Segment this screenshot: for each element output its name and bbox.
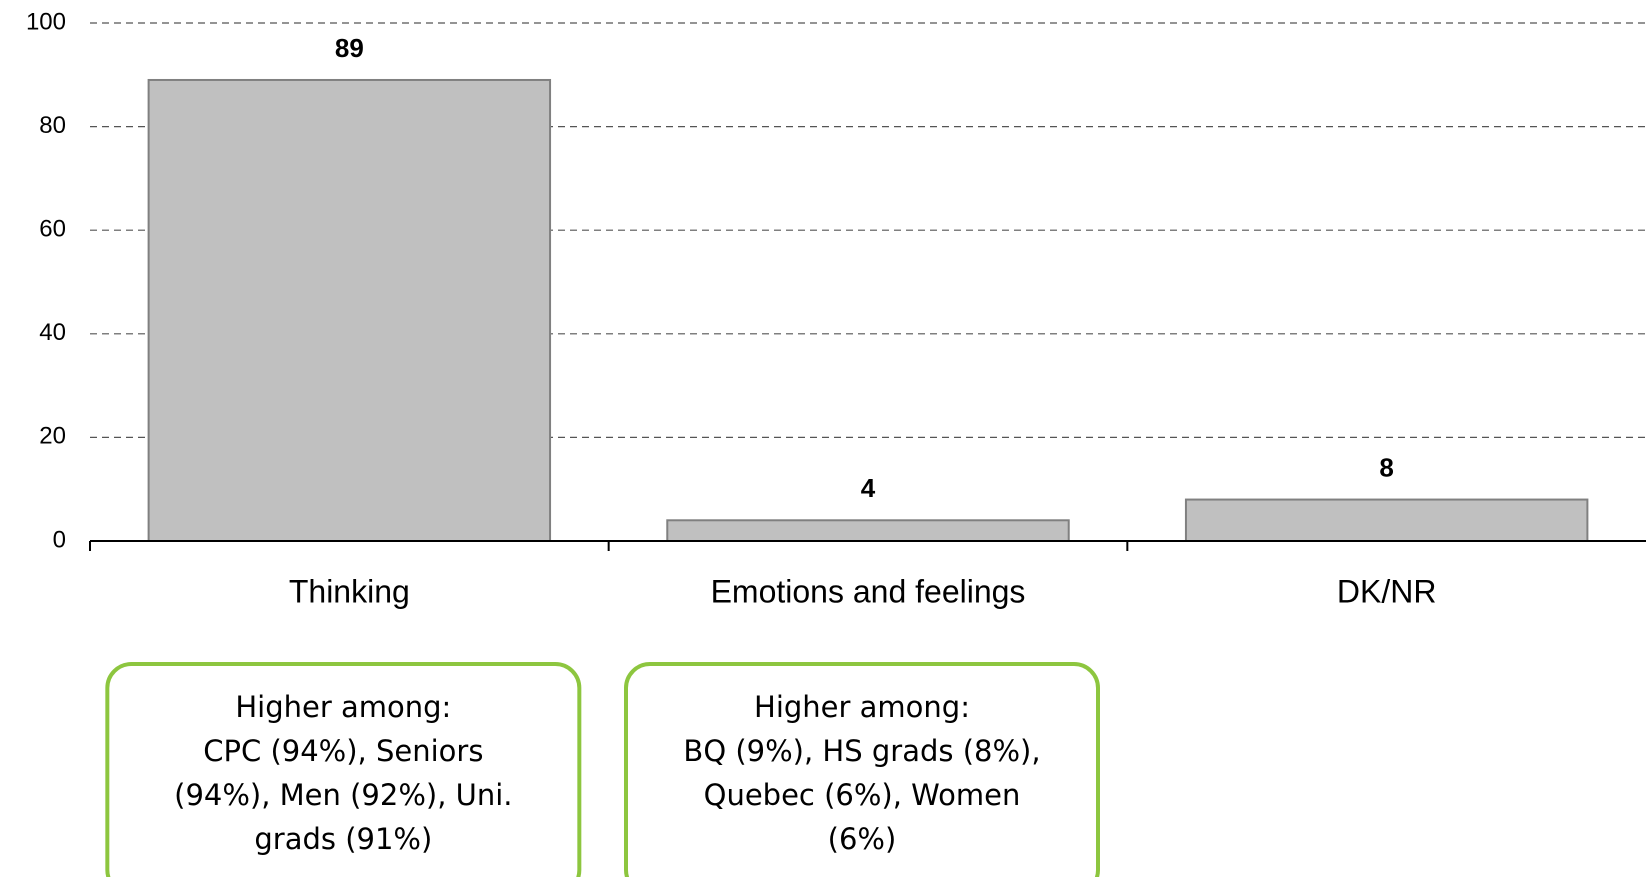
bar bbox=[1184, 498, 1589, 542]
y-tick-label: 0 bbox=[53, 526, 66, 553]
x-tick-label: Thinking bbox=[289, 573, 410, 609]
bar bbox=[147, 78, 552, 542]
x-tick-label: DK/NR bbox=[1337, 573, 1437, 609]
annotation-text: Higher among: bbox=[754, 690, 970, 724]
x-tick-label: Emotions and feelings bbox=[711, 573, 1026, 609]
annotation-text: grads (91%) bbox=[254, 822, 432, 856]
annotation-text: (94%), Men (92%), Uni. bbox=[174, 778, 512, 812]
annotation-text: BQ (9%), HS grads (8%), bbox=[683, 734, 1040, 768]
annotation-text: Higher among: bbox=[235, 690, 451, 724]
annotation-box bbox=[105, 662, 582, 877]
bar bbox=[666, 519, 1070, 543]
annotation-text: CPC (94%), Seniors bbox=[203, 734, 483, 768]
annotation-text: (6%) bbox=[828, 822, 897, 856]
annotation-text: Quebec (6%), Women bbox=[704, 778, 1021, 812]
value-label: 8 bbox=[1379, 452, 1393, 482]
annotation-box bbox=[624, 662, 1100, 877]
y-tick-label: 100 bbox=[26, 8, 66, 35]
y-tick-label: 80 bbox=[39, 112, 66, 139]
value-label: 4 bbox=[861, 473, 876, 503]
y-tick-label: 60 bbox=[39, 216, 66, 243]
value-label: 89 bbox=[335, 33, 364, 63]
y-tick-label: 40 bbox=[39, 319, 66, 346]
y-tick-label: 20 bbox=[39, 423, 66, 450]
